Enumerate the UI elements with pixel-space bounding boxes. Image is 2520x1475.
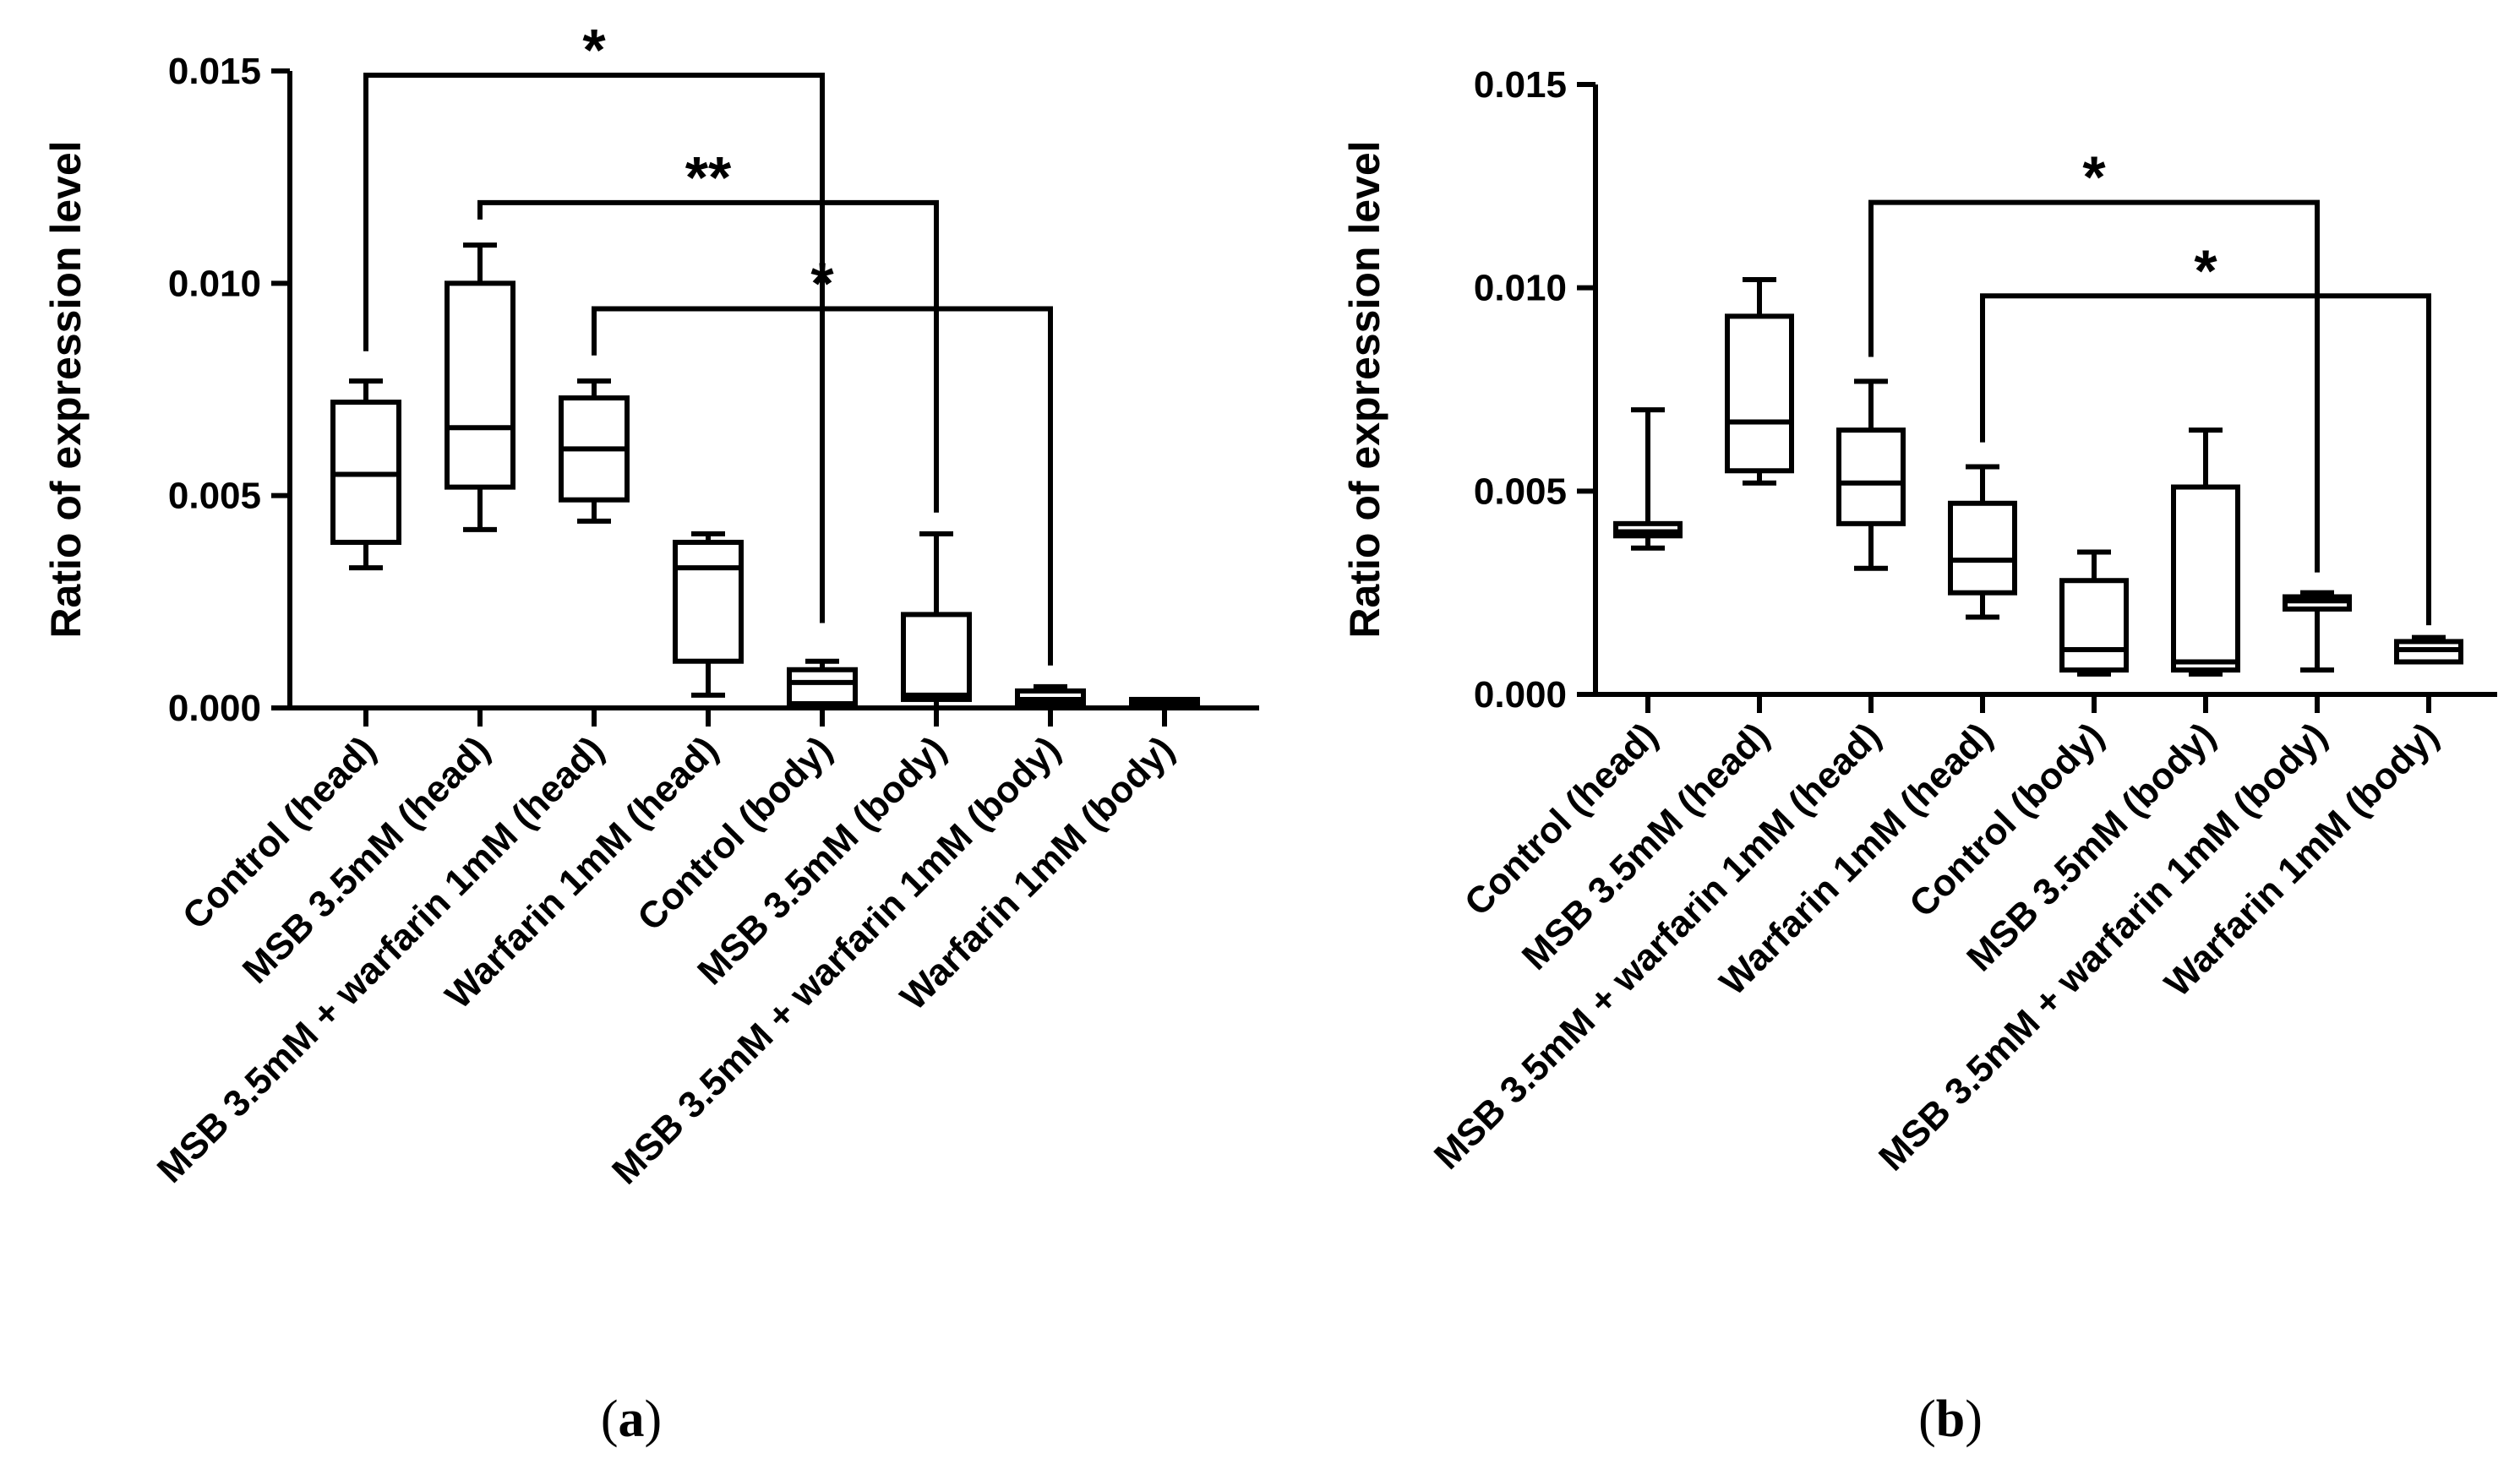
box-iqr — [1836, 427, 1906, 526]
panel-label-open: ( — [1918, 1391, 1936, 1448]
significance-line — [592, 306, 1053, 666]
significance-line — [363, 73, 825, 623]
box-iqr — [2171, 484, 2240, 673]
significance-marker: * — [810, 250, 834, 316]
category-label: MSB 3.5mM + warfarin 1mM (head) — [1426, 715, 1889, 1177]
y-axis-label: Ratio of expression level — [1341, 140, 1388, 638]
box-plot — [1129, 696, 1200, 710]
box-iqr — [901, 612, 972, 702]
box-plot — [673, 531, 744, 698]
panel-label-letter: a — [619, 1391, 645, 1448]
y-tick-label: 0.010 — [1474, 268, 1567, 309]
box-iqr — [787, 667, 858, 706]
category-label: Control (body) — [630, 728, 840, 939]
box-plot — [2059, 549, 2129, 677]
y-tick-label: 0.005 — [1474, 471, 1567, 512]
box-iqr — [2059, 578, 2129, 673]
chart-panel-b: 0.000 0.005 0.010 0.015 Ratio of expression … — [1341, 64, 2497, 1448]
box-plot — [901, 531, 972, 710]
panel-label-letter: b — [1936, 1391, 1965, 1448]
significance-marker: * — [582, 17, 606, 83]
category-label: Control (body) — [1901, 715, 2112, 925]
y-tick-label: 0.015 — [168, 51, 261, 92]
significance-bracket: ** — [477, 144, 939, 513]
box-plot — [2171, 427, 2240, 677]
box-iqr — [445, 280, 515, 490]
panel-label-open: ( — [601, 1391, 619, 1448]
category-label: MSB 3.5mM + warfarin 1mM (head) — [150, 728, 612, 1190]
box-plot — [2394, 634, 2463, 665]
box-plot — [330, 378, 401, 571]
category-label: Control (head) — [1457, 715, 1666, 923]
box-plot — [1613, 407, 1683, 551]
y-tick-label: 0.005 — [168, 476, 261, 517]
significance-bracket: * — [1868, 144, 2320, 573]
chart-panel-a: 0.000 0.005 0.010 0.015 Ratio of expression … — [42, 17, 1259, 1448]
y-axis-label: Ratio of expression level — [42, 140, 90, 638]
significance-bracket: * — [592, 250, 1053, 666]
significance-line — [477, 199, 939, 513]
significance-marker: ** — [685, 144, 732, 210]
box-plot — [2283, 590, 2352, 673]
significance-bracket: * — [1980, 237, 2431, 626]
box-plot — [1725, 277, 1794, 486]
box-plot — [1015, 683, 1086, 710]
category-label: Control (head) — [175, 728, 384, 937]
significance-line — [1868, 199, 2320, 573]
significance-bracket: * — [363, 17, 825, 623]
box-iqr — [673, 539, 744, 664]
panel-label: (b) — [1918, 1391, 1983, 1448]
panel-label-close: ) — [645, 1391, 663, 1448]
panel-label: (a) — [601, 1391, 662, 1448]
box-plot — [1948, 464, 2017, 620]
box-plot — [559, 378, 630, 524]
box-iqr — [1948, 500, 2017, 596]
significance-line — [1980, 293, 2431, 626]
box-plot — [1836, 378, 1906, 571]
box-plot — [787, 658, 858, 710]
y-tick-label: 0.010 — [168, 263, 261, 304]
y-tick-label: 0.015 — [1474, 64, 1567, 106]
significance-marker: * — [2082, 144, 2106, 210]
y-tick-label: 0.000 — [1474, 674, 1567, 716]
box-iqr — [1725, 313, 1794, 474]
panel-label-close: ) — [1965, 1391, 1983, 1448]
box-plot — [445, 242, 515, 532]
significance-marker: * — [2194, 237, 2217, 303]
y-tick-label: 0.000 — [168, 688, 261, 729]
